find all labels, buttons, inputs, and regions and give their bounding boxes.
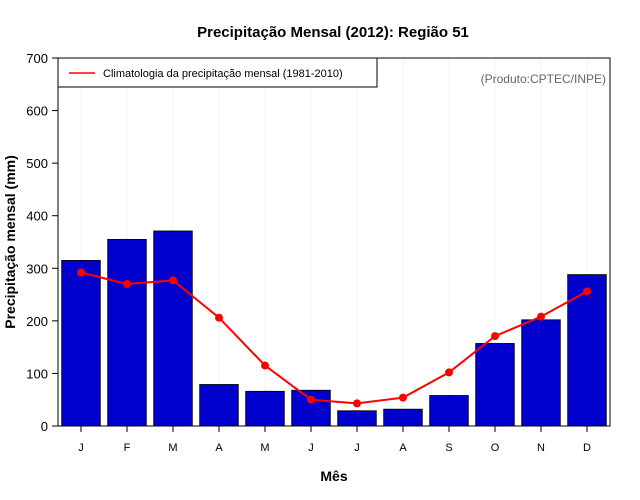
bar-series bbox=[61, 230, 607, 427]
climatology-point bbox=[491, 332, 499, 341]
climatology-point bbox=[169, 276, 177, 285]
y-tick-label: 100 bbox=[26, 366, 48, 381]
y-tick-label: 700 bbox=[26, 51, 48, 66]
bar bbox=[245, 390, 285, 427]
legend-label: Climatologia da precipitação mensal (198… bbox=[103, 68, 343, 80]
bar bbox=[567, 274, 607, 427]
bar bbox=[429, 395, 469, 427]
x-tick-label: N bbox=[537, 442, 545, 454]
bar bbox=[475, 343, 515, 427]
bar bbox=[61, 259, 101, 427]
climatology-point bbox=[307, 395, 315, 404]
climatology-point bbox=[583, 287, 591, 296]
x-tick-label: J bbox=[308, 442, 314, 454]
legend-box bbox=[57, 57, 378, 88]
climatology-point bbox=[215, 313, 223, 322]
y-tick-label: 600 bbox=[26, 104, 48, 119]
x-tick-label: O bbox=[491, 442, 500, 454]
climatology-point bbox=[123, 280, 131, 289]
x-tick-label: D bbox=[583, 442, 591, 454]
bar bbox=[521, 319, 561, 427]
bar bbox=[291, 389, 331, 427]
climatology-point bbox=[399, 393, 407, 402]
bar bbox=[107, 238, 147, 427]
bar bbox=[199, 384, 239, 427]
y-tick-label: 0 bbox=[41, 419, 48, 434]
y-tick-label: 500 bbox=[26, 156, 48, 171]
chart-title: Precipitação Mensal (2012): Região 51 bbox=[197, 24, 469, 41]
climatology-point bbox=[353, 399, 361, 408]
x-axis-title: Mês bbox=[320, 468, 347, 484]
y-tick-label: 400 bbox=[26, 209, 48, 224]
bar bbox=[153, 230, 193, 427]
climatology-point bbox=[445, 368, 453, 377]
climatology-point bbox=[537, 312, 545, 321]
climatology-line bbox=[80, 271, 588, 405]
y-axis-title: Precipitação mensal (mm) bbox=[2, 155, 18, 329]
legend: Climatologia da precipitação mensal (198… bbox=[57, 57, 378, 88]
x-tick-label: M bbox=[168, 442, 177, 454]
x-tick-label: M bbox=[260, 442, 269, 454]
y-tick-label: 300 bbox=[26, 261, 48, 276]
y-tick-label: 200 bbox=[26, 314, 48, 329]
x-tick-label: S bbox=[445, 442, 452, 454]
climatology-point bbox=[77, 268, 85, 277]
x-tick-label: J bbox=[78, 442, 84, 454]
axes: 0 100 200 300 400 500 600 700 J F M A M J J A S O N D bbox=[26, 51, 591, 454]
x-tick-label: A bbox=[215, 442, 223, 454]
credit-annotation: (Produto:CPTEC/INPE) bbox=[481, 72, 606, 86]
climatology-point bbox=[261, 361, 269, 370]
climatology-line-series bbox=[77, 268, 591, 408]
bar bbox=[383, 408, 423, 427]
x-tick-label: F bbox=[124, 442, 131, 454]
x-tick-label: J bbox=[354, 442, 360, 454]
x-tick-label: A bbox=[399, 442, 407, 454]
bar bbox=[337, 410, 377, 427]
